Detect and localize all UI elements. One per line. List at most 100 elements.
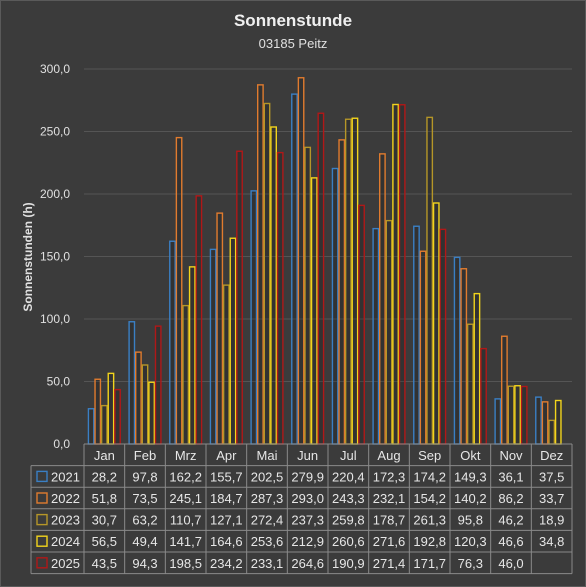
bar-2024-Jan xyxy=(107,372,115,445)
y-tick-label: 200,0 xyxy=(40,187,70,201)
data-label: 220,4 xyxy=(332,469,365,484)
x-tick-label: Okt xyxy=(460,448,481,463)
x-tick-label: Mrz xyxy=(175,448,197,463)
x-tick-label: Mai xyxy=(257,448,278,463)
bar-2025-Nov xyxy=(520,385,528,445)
data-label: 271,4 xyxy=(373,556,406,571)
bar-2021-Dez xyxy=(535,396,542,445)
legend-label: 2023 xyxy=(51,513,80,528)
data-label: 192,8 xyxy=(413,534,446,549)
data-label: 232,1 xyxy=(373,491,406,506)
data-label: 233,1 xyxy=(251,556,284,571)
bar-2022-Okt xyxy=(460,268,468,445)
bar-2025-Feb xyxy=(154,325,162,445)
chart-subtitle: 03185 Peitz xyxy=(258,36,328,51)
bar-2022-Jul xyxy=(338,139,346,445)
data-label: 234,2 xyxy=(210,556,243,571)
bar-2025-Jun xyxy=(317,112,325,445)
data-label: 141,7 xyxy=(169,534,202,549)
data-label: 36,1 xyxy=(498,469,523,484)
bar-2024-Dez xyxy=(554,399,562,445)
chart-title: Sonnenstunde xyxy=(233,11,353,30)
data-label: 174,2 xyxy=(413,469,446,484)
data-label: 149,3 xyxy=(454,469,487,484)
legend-label: 2025 xyxy=(51,556,80,571)
legend-label: 2021 xyxy=(51,469,80,484)
bar-2022-Nov xyxy=(501,335,508,445)
data-label: 287,3 xyxy=(251,491,284,506)
bar-2023-Apr xyxy=(222,284,230,445)
bar-2024-Nov xyxy=(514,385,522,445)
bar-2021-Sep xyxy=(413,225,420,445)
data-label: 198,5 xyxy=(169,556,202,571)
data-label: 272,4 xyxy=(251,513,284,528)
y-tick-label: 100,0 xyxy=(40,312,70,326)
data-label: 178,7 xyxy=(373,513,406,528)
bar-2022-Jan xyxy=(94,378,102,445)
data-label: 97,8 xyxy=(132,469,157,484)
x-tick-label: Sep xyxy=(418,448,441,463)
bar-2023-Mrz xyxy=(182,304,190,445)
y-tick-label: 300,0 xyxy=(40,62,70,76)
data-label: 260,6 xyxy=(332,534,365,549)
bar-2021-Okt xyxy=(453,256,461,445)
data-label: 261,3 xyxy=(413,513,446,528)
data-label: 155,7 xyxy=(210,469,243,484)
data-label: 279,9 xyxy=(291,469,324,484)
bar-2024-Okt xyxy=(473,292,481,445)
legend-label: 2024 xyxy=(51,534,80,549)
bar-2023-Okt xyxy=(466,323,474,445)
bar-2022-Dez xyxy=(541,401,549,445)
data-label: 172,3 xyxy=(373,469,406,484)
bar-2021-Mrz xyxy=(169,240,176,445)
data-label: 259,8 xyxy=(332,513,365,528)
data-label: 162,2 xyxy=(169,469,202,484)
data-label: 190,9 xyxy=(332,556,365,571)
bar-2021-Jan xyxy=(87,408,95,445)
x-tick-label: Jan xyxy=(94,448,115,463)
data-label: 28,2 xyxy=(92,469,117,484)
x-tick-label: Dez xyxy=(540,448,563,463)
data-label: 184,7 xyxy=(210,491,243,506)
bar-2024-Jul xyxy=(351,117,359,445)
bar-2023-Nov xyxy=(507,385,515,445)
bar-2025-Sep xyxy=(439,228,447,445)
legend-marker-2024 xyxy=(36,535,48,547)
data-label: 46,0 xyxy=(498,556,523,571)
bar-2021-Apr xyxy=(209,248,217,445)
data-label: 37,5 xyxy=(539,469,564,484)
data-label: 243,3 xyxy=(332,491,365,506)
data-label: 245,1 xyxy=(169,491,202,506)
x-tick-label: Feb xyxy=(134,448,156,463)
bar-2022-Mai xyxy=(257,84,264,445)
bar-2024-Sep xyxy=(432,202,440,445)
x-tick-label: Aug xyxy=(377,448,400,463)
bar-2022-Jun xyxy=(297,77,305,445)
bar-2022-Sep xyxy=(419,250,427,445)
bar-2023-Jul xyxy=(344,118,352,445)
x-tick-label: Jun xyxy=(297,448,318,463)
data-table: Jan Feb Mrz Apr Mai Jun Jul Aug Sep Okt Nov Dez 2021… xyxy=(30,443,573,575)
bar-2024-Apr xyxy=(229,237,237,445)
data-label: 212,9 xyxy=(291,534,324,549)
y-tick-label: 0,0 xyxy=(53,437,70,451)
bar-2023-Aug xyxy=(385,219,393,445)
bar-2023-Mai xyxy=(263,102,271,445)
bar-2024-Mrz xyxy=(188,266,196,445)
bar-series xyxy=(87,77,562,445)
data-label: 95,8 xyxy=(458,513,483,528)
bar-2025-Apr xyxy=(236,150,243,445)
bar-2021-Nov xyxy=(494,398,502,445)
bar-2025-Mrz xyxy=(195,195,203,445)
bar-2023-Jan xyxy=(100,404,108,445)
data-label: 94,3 xyxy=(132,556,157,571)
legend-marker-2025 xyxy=(36,557,48,569)
data-label: 73,5 xyxy=(132,491,157,506)
y-axis-tick-labels: 0,0 50,0 100,0 150,0 200,0 250,0 300,0 xyxy=(40,62,70,451)
bar-2021-Aug xyxy=(372,227,380,445)
data-label: 63,2 xyxy=(132,513,157,528)
legend-marker-2023 xyxy=(36,513,48,526)
x-tick-label: Jul xyxy=(340,448,357,463)
x-tick-label: Apr xyxy=(216,448,237,463)
bar-2023-Jun xyxy=(304,146,312,445)
